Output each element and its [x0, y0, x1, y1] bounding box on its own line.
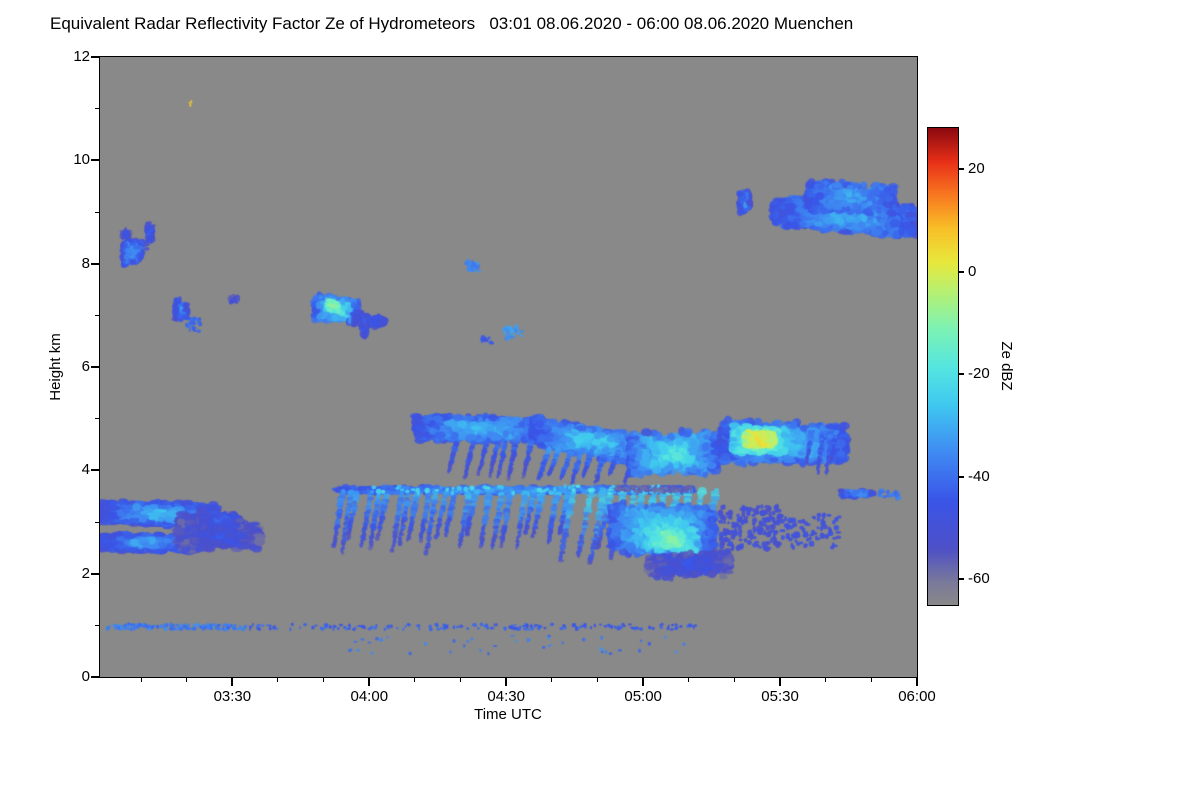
y-major-tick: [91, 469, 100, 472]
x-minor-tick: [277, 677, 279, 682]
y-major-tick: [91, 56, 100, 58]
y-tick-label: 4: [81, 461, 90, 479]
chart-title: Equivalent Radar Reflectivity Factor Ze …: [50, 14, 854, 33]
x-major-tick: [916, 677, 918, 686]
x-major-tick: [368, 677, 371, 686]
colorbar-label: Ze dBZ: [998, 341, 1015, 391]
colorbar-tick: [958, 578, 964, 581]
y-major-tick: [91, 366, 100, 368]
y-tick-label: 10: [73, 151, 90, 169]
y-major-tick: [91, 676, 100, 678]
x-tick-label: 04:00: [350, 688, 389, 705]
x-minor-tick: [414, 677, 416, 682]
x-minor-tick: [140, 677, 142, 682]
y-minor-tick: [95, 211, 100, 213]
colorbar-tick-label: -60: [968, 570, 990, 588]
x-tick-label: 05:00: [624, 688, 662, 705]
x-major-tick: [505, 677, 508, 686]
y-major-tick: [91, 572, 100, 575]
y-major-tick: [91, 159, 100, 162]
y-tick-label: 0: [81, 668, 90, 685]
y-minor-tick: [95, 108, 100, 110]
x-tick-label: 03:30: [213, 688, 252, 705]
colorbar-tick-label: 0: [968, 262, 977, 280]
y-major-tick: [91, 262, 100, 265]
x-tick-label: 06:00: [898, 688, 936, 705]
colorbar-canvas: [928, 128, 958, 605]
y-tick-label: 12: [73, 48, 90, 65]
colorbar-tick: [958, 475, 964, 478]
x-axis-label: Time UTC: [474, 706, 542, 723]
x-minor-tick: [825, 677, 827, 682]
x-minor-tick: [323, 677, 325, 682]
y-minor-tick: [95, 418, 100, 420]
colorbar-tick-label: -20: [968, 365, 990, 383]
y-tick-label: 8: [81, 254, 90, 272]
colorbar-tick-label: 20: [968, 160, 985, 178]
x-major-tick: [779, 677, 782, 686]
x-tick-label: 05:30: [761, 688, 799, 705]
x-minor-tick: [551, 677, 553, 682]
x-minor-tick: [186, 677, 188, 682]
colorbar-tick-label: -40: [968, 467, 990, 485]
x-major-tick: [642, 677, 645, 686]
x-minor-tick: [733, 677, 735, 682]
y-tick-label: 2: [81, 564, 90, 582]
colorbar-tick: [958, 168, 964, 171]
x-minor-tick: [460, 677, 462, 682]
x-minor-tick: [688, 677, 690, 682]
x-major-tick: [231, 677, 234, 686]
colorbar-tick: [958, 270, 964, 273]
y-minor-tick: [95, 624, 100, 626]
x-tick-label: 04:30: [487, 688, 525, 705]
colorbar-tick: [958, 373, 964, 376]
heatmap-canvas: [100, 57, 917, 677]
x-minor-tick: [870, 677, 872, 682]
x-minor-tick: [596, 677, 598, 682]
y-minor-tick: [95, 521, 100, 523]
y-tick-label: 6: [81, 358, 90, 375]
y-minor-tick: [95, 314, 100, 316]
